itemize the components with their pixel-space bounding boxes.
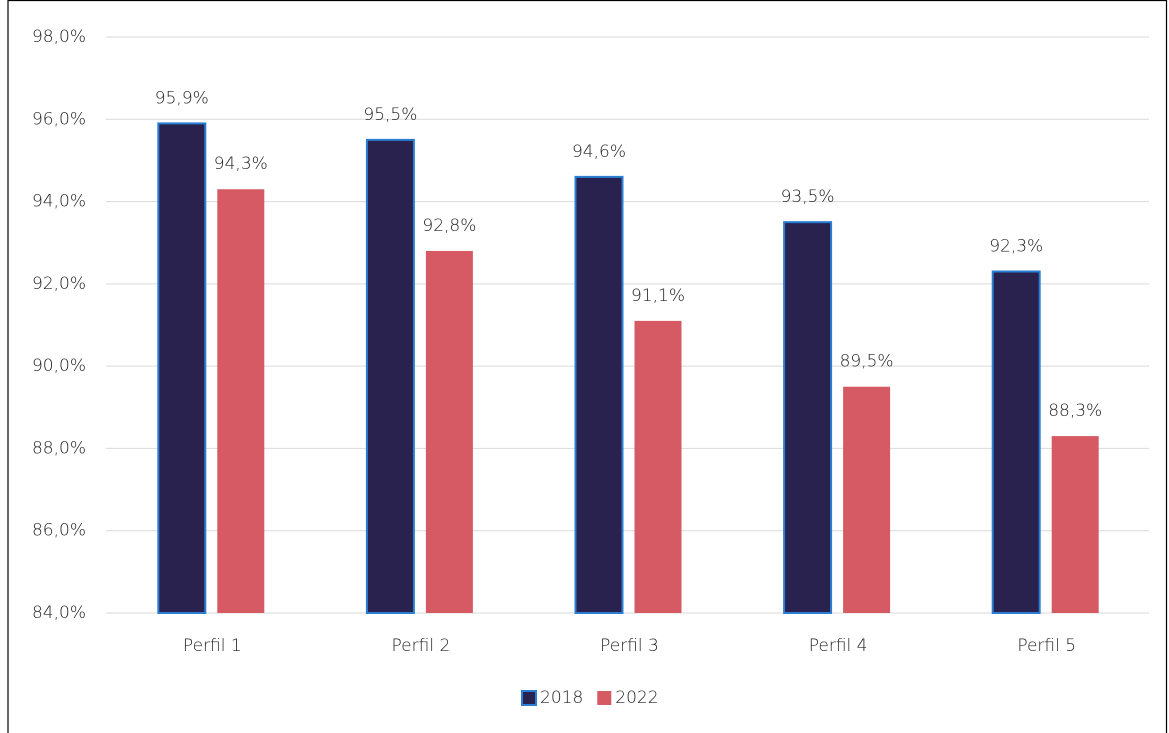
value-label: 95,9% [155, 88, 209, 108]
bar [843, 386, 891, 613]
value-label: 92,3% [989, 237, 1043, 257]
bar [991, 270, 1041, 614]
x-tick-label: Perfil 2 [392, 636, 451, 656]
legend-swatch [521, 690, 537, 706]
legend-swatch [597, 691, 612, 705]
value-label: 91,1% [631, 286, 685, 306]
bar [217, 189, 265, 613]
y-tick-label: 88,0% [32, 438, 86, 458]
legend-label: 2022 [615, 688, 658, 708]
value-label: 88,3% [1048, 401, 1102, 421]
value-label: 94,3% [214, 154, 268, 174]
value-label: 95,5% [363, 105, 417, 125]
x-tick-label: Perfil 4 [809, 636, 868, 656]
bar [783, 221, 833, 614]
value-label: 92,8% [422, 216, 476, 236]
frame [7, 0, 1168, 733]
y-tick-label: 84,0% [32, 603, 86, 623]
y-tick-label: 98,0% [32, 27, 86, 47]
value-label: 94,6% [572, 142, 626, 162]
bar [425, 250, 473, 613]
y-tick-label: 94,0% [32, 192, 86, 212]
bar [157, 122, 207, 615]
legend-label: 2018 [540, 688, 583, 708]
x-tick-label: Perfil 1 [183, 636, 242, 656]
y-tick-label: 92,0% [32, 274, 86, 294]
bar [574, 175, 624, 614]
y-tick-label: 86,0% [32, 521, 86, 541]
bar [1051, 436, 1099, 613]
bar [634, 320, 682, 613]
x-tick-label: Perfil 5 [1017, 636, 1076, 656]
y-tick-label: 96,0% [32, 109, 86, 129]
y-tick-label: 90,0% [32, 356, 86, 376]
value-label: 89,5% [840, 352, 894, 372]
x-tick-label: Perfil 3 [600, 636, 659, 656]
value-label: 93,5% [781, 187, 835, 207]
bar [365, 138, 415, 614]
